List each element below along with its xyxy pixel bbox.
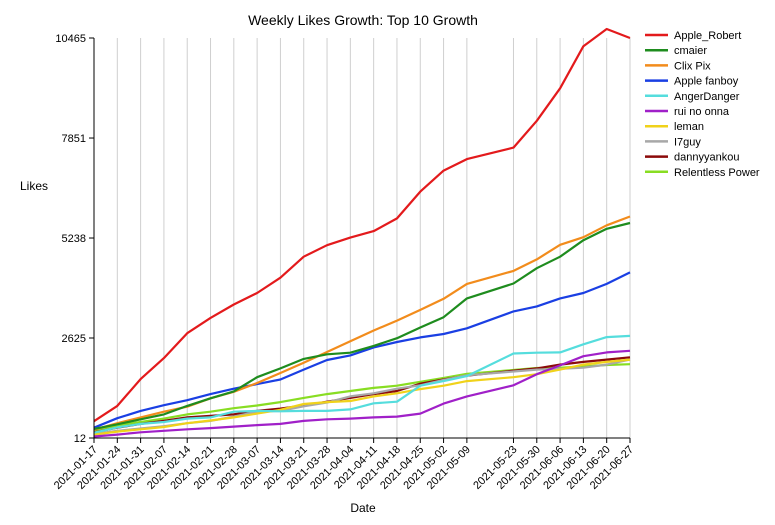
y-tick-label: 5238 bbox=[62, 233, 86, 245]
legend-label: Apple fanboy bbox=[674, 76, 739, 88]
series-line bbox=[93, 27, 631, 423]
legend-label: Apple_Robert bbox=[674, 30, 741, 42]
legend-label: dannyyankou bbox=[674, 152, 739, 164]
y-tick-label: 2625 bbox=[62, 333, 86, 345]
legend-label: AngerDanger bbox=[674, 91, 740, 103]
y-tick-label: 10465 bbox=[55, 33, 86, 45]
legend-label: Clix Pix bbox=[674, 60, 711, 72]
series-line bbox=[93, 358, 631, 436]
series-lines bbox=[93, 27, 631, 438]
legend-label: cmaier bbox=[674, 45, 707, 57]
legend-label: I7guy bbox=[674, 136, 701, 148]
x-axis-label: Date bbox=[350, 501, 376, 515]
legend-label: Relentless Power bbox=[674, 167, 760, 179]
grid-lines bbox=[93, 38, 631, 438]
series-line bbox=[93, 349, 631, 438]
legend-label: rui no onna bbox=[674, 106, 730, 118]
series-line bbox=[93, 221, 631, 430]
y-axis-label: Likes bbox=[20, 179, 48, 193]
legend-label: leman bbox=[674, 121, 704, 133]
series-line bbox=[93, 334, 631, 434]
series-line bbox=[93, 356, 631, 434]
y-tick-label: 7851 bbox=[62, 133, 86, 145]
series-line bbox=[93, 271, 631, 429]
chart-title: Weekly Likes Growth: Top 10 Growth bbox=[248, 12, 478, 28]
y-tick-label: 12 bbox=[74, 433, 86, 445]
